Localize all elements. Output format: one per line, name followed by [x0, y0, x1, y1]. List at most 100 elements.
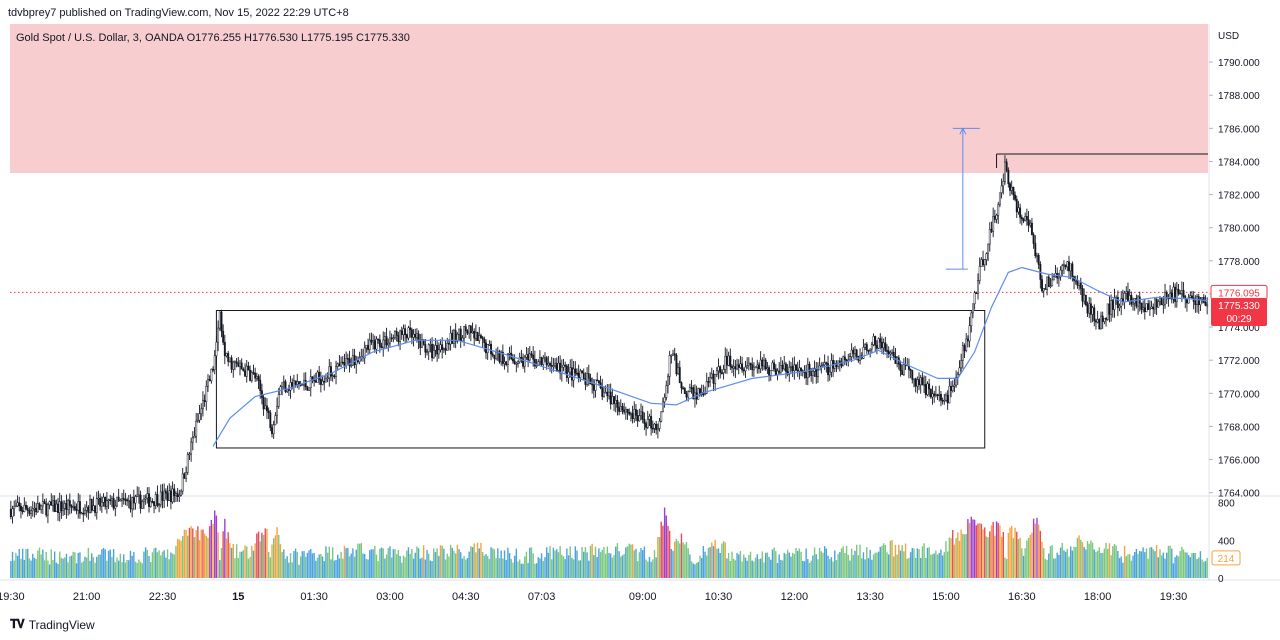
candle[interactable]	[963, 343, 966, 358]
candle[interactable]	[854, 345, 856, 360]
candle[interactable]	[1098, 318, 1101, 330]
candle[interactable]	[1106, 303, 1109, 321]
candle[interactable]	[613, 396, 616, 412]
candle[interactable]	[1140, 302, 1143, 314]
candle[interactable]	[897, 355, 900, 370]
candle[interactable]	[353, 348, 356, 369]
candle[interactable]	[710, 367, 713, 380]
candle[interactable]	[269, 409, 272, 432]
candle[interactable]	[95, 491, 98, 520]
candle[interactable]	[717, 358, 720, 380]
candle[interactable]	[968, 316, 971, 348]
candle[interactable]	[825, 361, 828, 373]
candle[interactable]	[631, 405, 634, 424]
candle[interactable]	[998, 192, 1001, 208]
candle[interactable]	[53, 495, 56, 513]
candle[interactable]	[124, 492, 127, 506]
candle[interactable]	[822, 361, 824, 368]
candle[interactable]	[412, 329, 415, 347]
candle[interactable]	[207, 374, 209, 392]
candle[interactable]	[400, 326, 403, 340]
candle[interactable]	[902, 358, 905, 377]
candle[interactable]	[985, 252, 988, 266]
candle[interactable]	[891, 349, 894, 356]
candle[interactable]	[153, 501, 156, 514]
candle[interactable]	[983, 259, 986, 271]
candle[interactable]	[23, 497, 26, 513]
candle[interactable]	[859, 348, 862, 365]
candle[interactable]	[599, 375, 602, 390]
candle[interactable]	[749, 362, 752, 370]
candle[interactable]	[493, 354, 496, 364]
candle[interactable]	[646, 410, 649, 430]
candle[interactable]	[828, 366, 831, 381]
candle[interactable]	[40, 504, 43, 514]
candle[interactable]	[481, 335, 484, 348]
candle[interactable]	[473, 328, 476, 346]
candle[interactable]	[609, 383, 612, 410]
candle[interactable]	[389, 330, 391, 348]
candle[interactable]	[447, 339, 450, 351]
candle[interactable]	[756, 359, 759, 374]
candle[interactable]	[823, 354, 826, 370]
candle[interactable]	[1148, 300, 1151, 316]
candle[interactable]	[555, 357, 558, 372]
candle[interactable]	[149, 496, 152, 508]
candle[interactable]	[1177, 284, 1180, 296]
candle[interactable]	[1162, 295, 1165, 314]
candle[interactable]	[624, 406, 627, 420]
candle[interactable]	[252, 364, 255, 375]
candle[interactable]	[577, 364, 580, 383]
candle[interactable]	[1074, 275, 1077, 285]
candle[interactable]	[244, 363, 247, 377]
candle[interactable]	[633, 401, 636, 423]
candle[interactable]	[744, 360, 747, 379]
candle[interactable]	[678, 360, 681, 384]
candle[interactable]	[228, 357, 231, 363]
candle[interactable]	[508, 346, 511, 361]
candle[interactable]	[237, 357, 240, 368]
candle[interactable]	[1103, 317, 1106, 325]
candle[interactable]	[1125, 286, 1128, 300]
candle[interactable]	[869, 348, 872, 358]
candle[interactable]	[665, 380, 668, 401]
candle[interactable]	[340, 356, 343, 368]
candle[interactable]	[424, 339, 427, 358]
candle[interactable]	[14, 499, 17, 508]
candle[interactable]	[1182, 282, 1185, 299]
candle[interactable]	[924, 375, 927, 399]
candle[interactable]	[734, 359, 737, 378]
candle[interactable]	[131, 496, 134, 518]
candle[interactable]	[982, 250, 985, 267]
candle[interactable]	[764, 357, 767, 371]
candle[interactable]	[688, 383, 691, 393]
candle[interactable]	[136, 486, 139, 497]
candle[interactable]	[781, 360, 784, 372]
candle[interactable]	[205, 380, 208, 411]
candle[interactable]	[1130, 291, 1133, 307]
candle[interactable]	[380, 342, 383, 349]
candle[interactable]	[865, 341, 868, 354]
candle[interactable]	[995, 213, 998, 224]
candle[interactable]	[129, 494, 132, 513]
candle[interactable]	[176, 487, 179, 502]
candle[interactable]	[90, 498, 93, 513]
candle[interactable]	[579, 368, 582, 382]
candle[interactable]	[1189, 291, 1192, 298]
candle[interactable]	[52, 495, 54, 512]
candle[interactable]	[796, 361, 799, 377]
candle[interactable]	[655, 420, 658, 435]
candle[interactable]	[277, 388, 280, 409]
candle[interactable]	[18, 496, 21, 512]
candle[interactable]	[286, 389, 289, 394]
candle[interactable]	[1184, 294, 1187, 309]
candle[interactable]	[1137, 295, 1140, 315]
candle[interactable]	[619, 399, 622, 412]
candle[interactable]	[527, 348, 530, 368]
candle[interactable]	[832, 354, 835, 377]
candle[interactable]	[292, 374, 295, 393]
candle[interactable]	[702, 384, 705, 397]
candle[interactable]	[565, 363, 568, 382]
candle[interactable]	[1030, 217, 1033, 236]
candle[interactable]	[82, 507, 85, 523]
